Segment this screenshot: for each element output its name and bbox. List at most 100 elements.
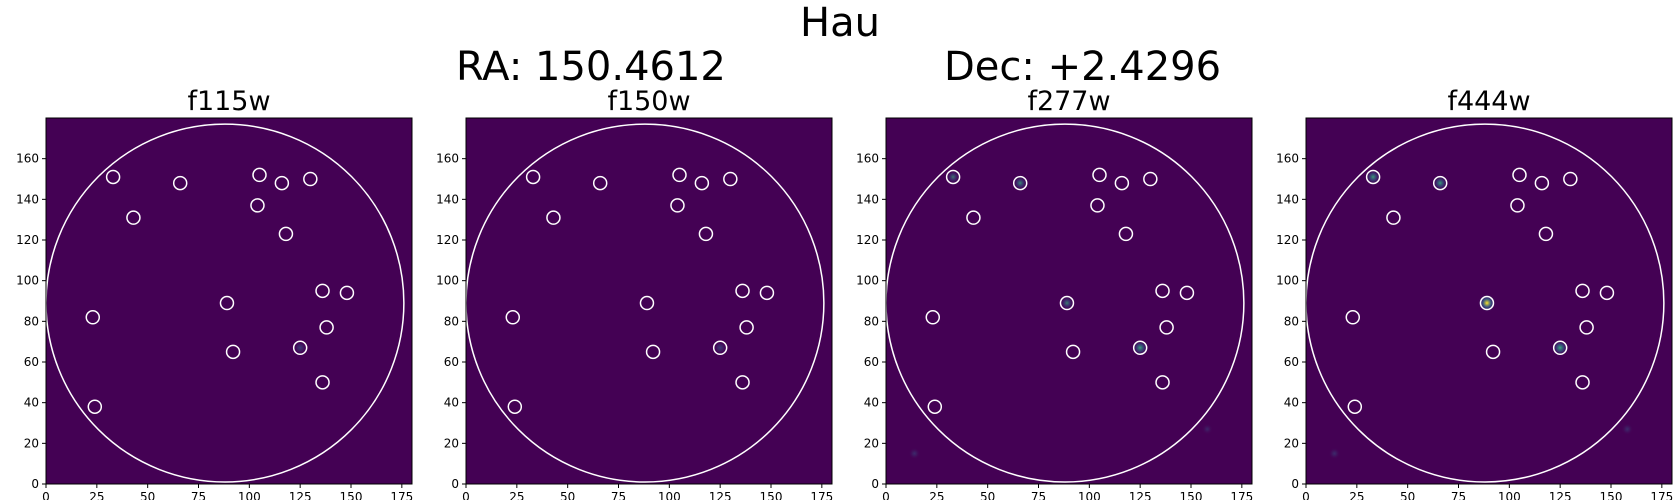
source-marker	[1059, 295, 1075, 311]
source-marker	[735, 375, 750, 390]
y-tick-label: 20	[864, 436, 879, 450]
y-tick-label: 140	[856, 192, 879, 206]
y-tick-label: 60	[864, 355, 879, 369]
y-tick-label: 40	[24, 396, 39, 410]
x-tick-label: 50	[560, 490, 575, 500]
y-tick-label: 20	[24, 436, 39, 450]
source-glow	[1012, 175, 1028, 191]
panel-title: f444w	[1447, 86, 1530, 117]
source-marker	[1579, 320, 1594, 335]
source-marker	[712, 340, 728, 356]
axes-frame	[1305, 117, 1673, 485]
source-marker	[292, 340, 308, 356]
source-marker	[1092, 167, 1107, 183]
source-glow	[1432, 175, 1448, 191]
aperture-circle	[886, 123, 1245, 483]
y-tick-label: 60	[444, 355, 459, 369]
y-tick-label: 80	[864, 314, 879, 328]
source-glow	[293, 341, 307, 355]
y-tick-label: 20	[1284, 436, 1299, 450]
x-tick-label: 150	[340, 490, 363, 500]
source-marker	[735, 283, 750, 299]
source-marker	[1575, 375, 1590, 390]
aperture-circle	[1306, 123, 1665, 483]
x-tick-label: 75	[1451, 490, 1466, 500]
source-glow	[713, 341, 727, 355]
y-tick-label: 0	[31, 477, 39, 491]
panel-title: f115w	[187, 86, 270, 117]
source-marker	[645, 344, 661, 360]
source-glow	[1552, 339, 1569, 356]
source-marker	[507, 399, 523, 414]
panel-f444w: 0 25 50 75 100 125 150 175 0 20 40 60 80 100 120 140 160…	[1276, 86, 1673, 500]
y-tick-label: 40	[444, 396, 459, 410]
aperture-circle	[46, 123, 405, 483]
x-tick-label: 25	[89, 490, 104, 500]
source-marker	[1485, 344, 1501, 360]
y-tick-label: 160	[856, 152, 879, 166]
y-tick-label: 60	[24, 355, 39, 369]
x-tick-label: 150	[1600, 490, 1623, 500]
source-marker	[927, 399, 943, 414]
panel-title: f150w	[607, 86, 690, 117]
source-marker	[505, 310, 521, 325]
x-tick-label: 0	[42, 490, 50, 500]
y-tick-label: 140	[436, 192, 459, 206]
x-tick-label: 175	[390, 490, 413, 500]
y-tick-label: 160	[16, 152, 39, 166]
panel-f277w: 0 25 50 75 100 125 150 175 0 20 40 60 80 100 120 140 160…	[856, 86, 1253, 500]
ra-label: RA: 150.4612	[456, 44, 726, 90]
x-tick-label: 125	[289, 490, 312, 500]
panel-title: f277w	[1027, 86, 1110, 117]
x-tick-label: 50	[1400, 490, 1415, 500]
source-marker	[1432, 175, 1448, 191]
source-marker	[759, 285, 775, 301]
source-marker	[1132, 340, 1148, 356]
y-tick-label: 120	[16, 233, 39, 247]
source-marker	[1345, 310, 1361, 325]
x-tick-label: 175	[1230, 490, 1253, 500]
x-tick-label: 25	[1349, 490, 1364, 500]
source-marker	[225, 344, 241, 360]
y-tick-label: 120	[436, 233, 459, 247]
source-marker	[126, 210, 141, 225]
x-tick-label: 75	[1031, 490, 1046, 500]
source-marker	[278, 226, 294, 242]
source-glow	[1365, 169, 1381, 185]
source-marker	[315, 375, 330, 390]
axes-frame	[885, 117, 1253, 485]
source-marker	[698, 226, 714, 242]
y-tick-label: 0	[1291, 477, 1299, 491]
source-glow	[1201, 423, 1213, 435]
source-glow	[908, 447, 921, 460]
source-marker	[319, 320, 334, 335]
y-tick-label: 100	[856, 274, 879, 288]
y-tick-label: 160	[436, 152, 459, 166]
x-tick-label: 75	[191, 490, 206, 500]
source-marker	[1552, 340, 1568, 356]
source-marker	[723, 171, 738, 187]
source-marker	[1347, 399, 1363, 414]
x-tick-label: 150	[760, 490, 783, 500]
source-marker	[1179, 285, 1195, 301]
source-marker	[172, 175, 188, 191]
y-tick-label: 100	[16, 274, 39, 288]
source-glow	[1132, 339, 1149, 356]
y-tick-label: 100	[1276, 274, 1299, 288]
y-tick-label: 120	[856, 233, 879, 247]
x-tick-label: 150	[1180, 490, 1203, 500]
x-tick-label: 25	[509, 490, 524, 500]
source-glow	[946, 170, 961, 184]
axes-frame	[45, 117, 413, 485]
x-tick-label: 175	[810, 490, 833, 500]
x-tick-label: 125	[709, 490, 732, 500]
x-tick-label: 0	[1302, 490, 1310, 500]
source-marker	[1510, 198, 1525, 213]
source-marker	[1012, 175, 1028, 191]
image-background	[466, 118, 832, 484]
source-marker	[1365, 169, 1381, 185]
y-tick-label: 0	[451, 477, 459, 491]
y-tick-label: 140	[16, 192, 39, 206]
y-tick-label: 160	[1276, 152, 1299, 166]
source-marker	[105, 169, 121, 185]
